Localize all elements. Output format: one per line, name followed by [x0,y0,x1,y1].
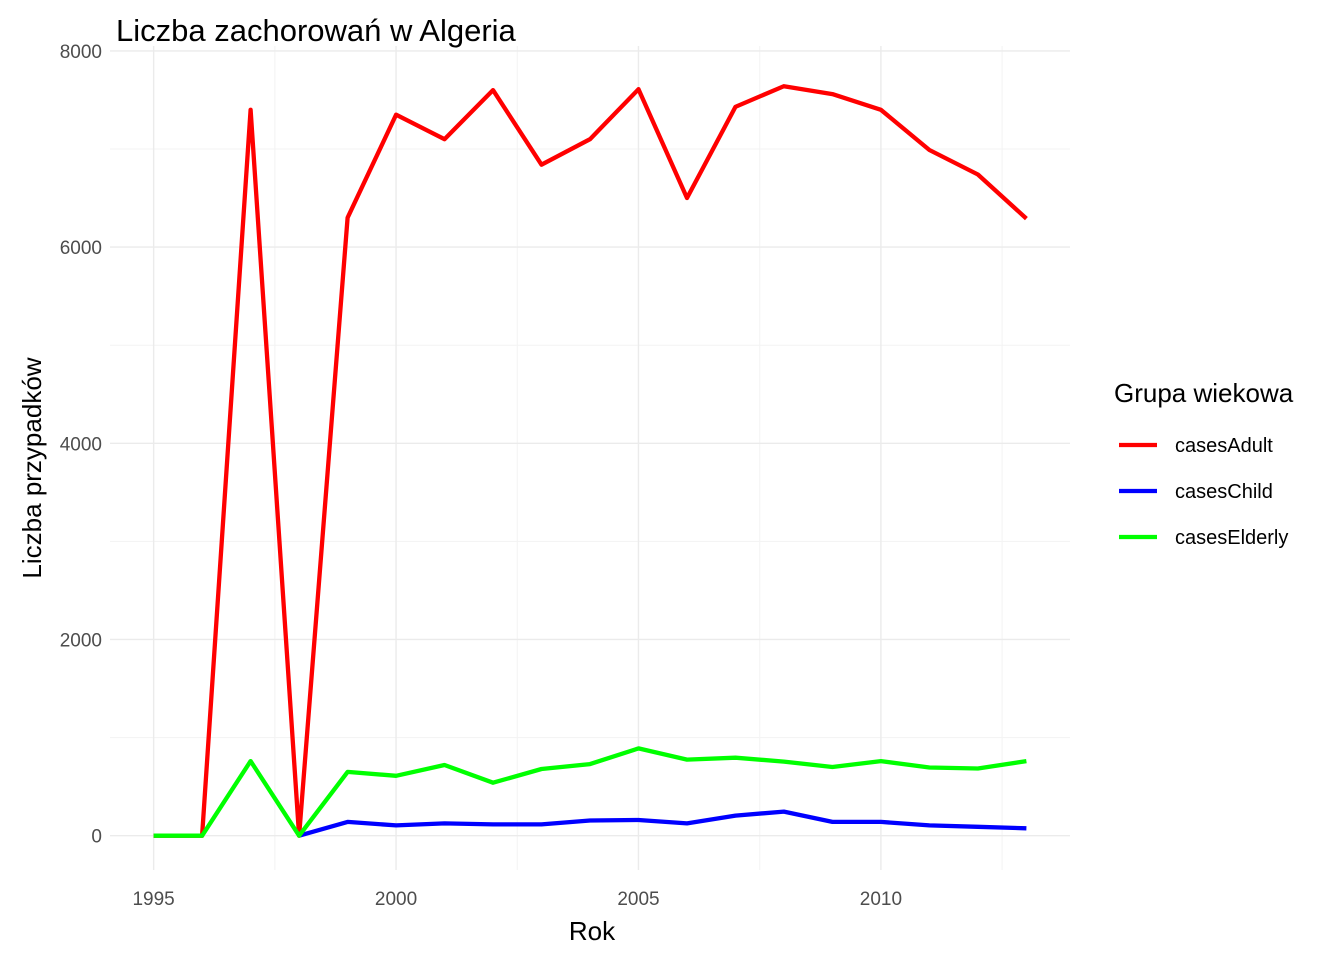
grid [110,46,1070,870]
legend-label-casesChild: casesChild [1175,481,1273,503]
legend-items: casesAdult casesChild casesElderly [1119,435,1288,549]
x-tick-label: 1995 [132,889,174,910]
x-tick-label: 2005 [617,889,659,910]
y-axis-title: Liczba przypadków [17,357,47,578]
y-tick-label: 0 [91,827,102,848]
x-tick-label: 2010 [860,889,902,910]
y-tick-label: 4000 [60,434,102,455]
legend-title: Grupa wiekowa [1114,378,1294,408]
legend-label-casesElderly: casesElderly [1175,527,1288,549]
series-line-casesAdult [153,84,1028,838]
legend: Grupa wiekowa casesAdult casesChild casesE… [1114,378,1294,549]
y-axis-ticks: 0 2000 4000 6000 8000 [60,42,102,848]
series-lines [153,84,1028,838]
y-tick-label: 2000 [60,630,102,651]
legend-label-casesAdult: casesAdult [1175,435,1273,457]
chart-title: Liczba zachorowań w Algeria [116,13,517,48]
series-line-casesChild [298,809,1027,838]
y-tick-label: 6000 [60,238,102,259]
x-axis-ticks: 1995 2000 2005 2010 [132,889,902,910]
series-line-casesElderly [153,746,1027,838]
y-tick-label: 8000 [60,42,102,63]
x-axis-title: Rok [569,916,616,946]
x-tick-label: 2000 [375,889,417,910]
